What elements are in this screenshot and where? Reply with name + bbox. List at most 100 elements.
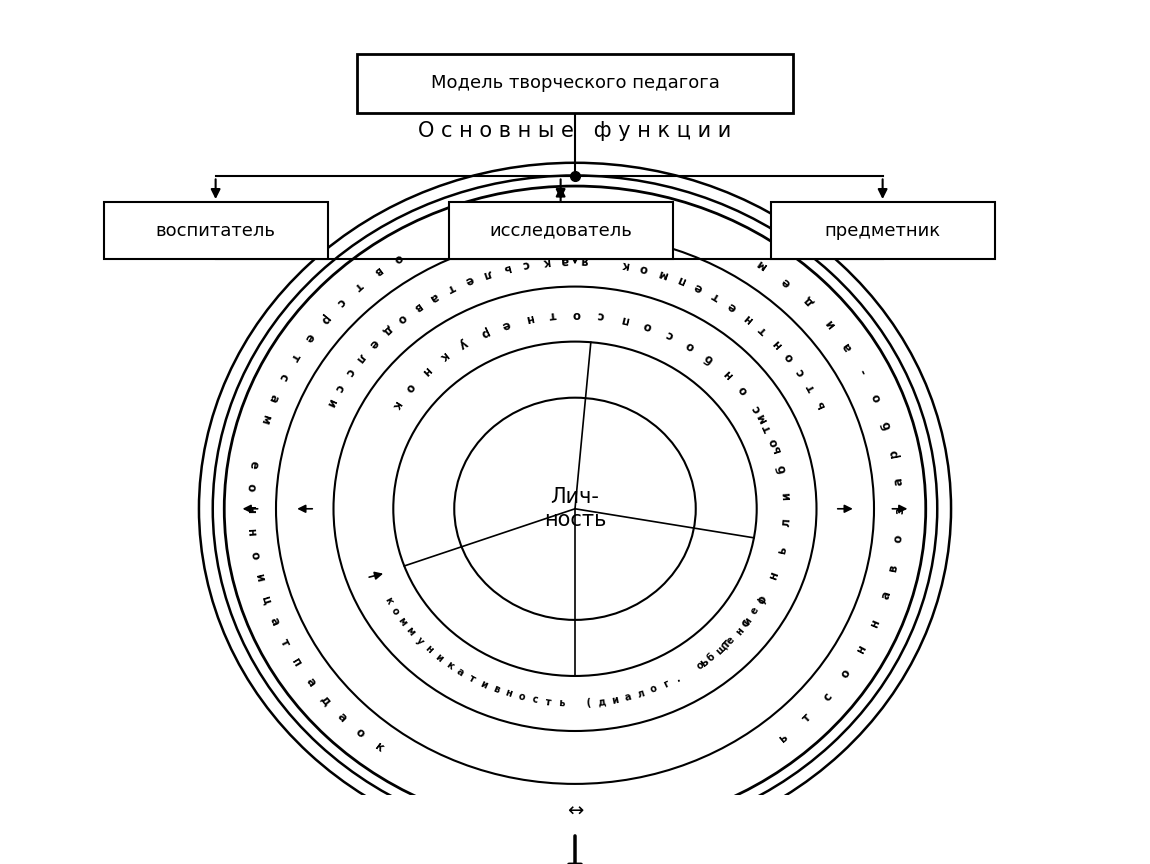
Text: т: т <box>288 350 302 363</box>
Text: ): ) <box>757 596 767 605</box>
Text: е: е <box>779 274 794 289</box>
Text: с: с <box>793 365 808 378</box>
Text: т: т <box>756 323 769 337</box>
Text: м: м <box>404 625 416 638</box>
Text: д: д <box>597 696 606 708</box>
Text: Модель творческого педагога: Модель творческого педагога <box>430 74 720 92</box>
Text: о: о <box>642 318 653 334</box>
Text: т: т <box>720 637 735 651</box>
Text: с: с <box>738 617 753 630</box>
Text: .: . <box>674 674 682 684</box>
Text: и: и <box>322 397 338 410</box>
Text: а: а <box>266 391 281 403</box>
Text: т: т <box>710 289 722 304</box>
Text: а: а <box>624 691 632 702</box>
Text: т: т <box>445 280 458 295</box>
Text: о: о <box>891 534 905 543</box>
Text: о: о <box>838 666 853 680</box>
Text: н: н <box>854 642 869 655</box>
Text: е: е <box>247 459 261 469</box>
Text: е: е <box>692 280 705 295</box>
Text: т: т <box>352 279 366 293</box>
Text: к: к <box>373 740 386 755</box>
Text: н: н <box>868 616 883 629</box>
Text: н: н <box>766 569 781 581</box>
Text: е: е <box>463 272 475 288</box>
Text: о: о <box>394 310 409 326</box>
Text: т: т <box>799 711 814 725</box>
Text: у: у <box>457 336 469 351</box>
Text: о: о <box>766 436 781 448</box>
Text: и: и <box>611 695 620 706</box>
Text: у: у <box>413 635 426 646</box>
Text: воспитатель: воспитатель <box>155 221 276 239</box>
Text: е: е <box>301 330 316 345</box>
Text: Лич-
ность: Лич- ность <box>544 487 606 530</box>
Text: исследователь: исследователь <box>489 221 632 239</box>
Text: з: з <box>894 506 906 513</box>
Text: н: н <box>720 366 735 381</box>
Text: б: б <box>703 351 716 366</box>
Text: т: т <box>760 422 775 434</box>
Text: т: т <box>549 308 557 322</box>
Text: а: а <box>335 710 350 725</box>
Text: с: с <box>334 295 347 309</box>
Text: н: н <box>244 505 256 514</box>
Text: б: б <box>706 651 718 664</box>
Text: т: т <box>467 673 477 684</box>
Text: о: о <box>401 380 417 395</box>
Text: с: с <box>820 689 835 703</box>
Text: и: и <box>780 491 792 499</box>
FancyBboxPatch shape <box>770 202 995 259</box>
Text: а: а <box>455 666 466 678</box>
Text: м: м <box>396 615 408 627</box>
Text: л: л <box>636 688 646 700</box>
Text: в: в <box>411 299 424 314</box>
Text: ↔: ↔ <box>567 802 583 821</box>
Text: н: н <box>769 336 784 351</box>
Text: б: б <box>775 463 789 473</box>
Text: о: о <box>695 659 706 671</box>
Text: ь: ь <box>775 544 789 555</box>
Text: е: е <box>726 299 739 314</box>
Text: н: н <box>417 364 432 378</box>
Text: а: а <box>891 477 905 486</box>
Text: и: и <box>822 315 837 330</box>
Text: (: ( <box>585 698 591 708</box>
Text: о: о <box>353 726 368 740</box>
Text: т: т <box>277 637 292 649</box>
Text: и: и <box>252 573 267 583</box>
Text: н: н <box>423 644 435 656</box>
Text: т: т <box>545 696 552 708</box>
FancyBboxPatch shape <box>104 202 328 259</box>
Text: н: н <box>504 688 514 700</box>
Text: в: в <box>370 264 384 279</box>
Text: с: с <box>749 402 764 415</box>
Text: а: а <box>302 675 317 689</box>
Text: предметник: предметник <box>825 221 941 239</box>
Text: с: с <box>597 308 605 322</box>
Text: м: м <box>753 256 769 272</box>
Text: о: о <box>389 606 401 616</box>
Text: м: м <box>754 410 769 425</box>
Text: т: т <box>804 381 819 394</box>
Text: к: к <box>436 349 451 364</box>
Text: о: о <box>638 261 649 276</box>
Text: с: с <box>531 695 538 705</box>
Text: е: е <box>500 317 512 332</box>
Text: д: д <box>800 294 816 309</box>
Text: с: с <box>664 327 675 342</box>
Text: к: к <box>540 255 550 269</box>
Text: е: е <box>366 336 381 351</box>
Text: п: п <box>619 312 630 327</box>
Text: м: м <box>656 266 669 281</box>
Text: о: о <box>869 391 884 403</box>
Text: р: р <box>887 448 902 458</box>
Text: ь: ь <box>769 443 783 454</box>
Text: о: о <box>518 691 527 703</box>
Text: н: н <box>524 312 535 326</box>
Text: в: в <box>887 562 900 572</box>
Text: ц: ц <box>258 594 274 607</box>
Text: м: м <box>258 413 273 426</box>
Text: щ: щ <box>714 642 729 657</box>
